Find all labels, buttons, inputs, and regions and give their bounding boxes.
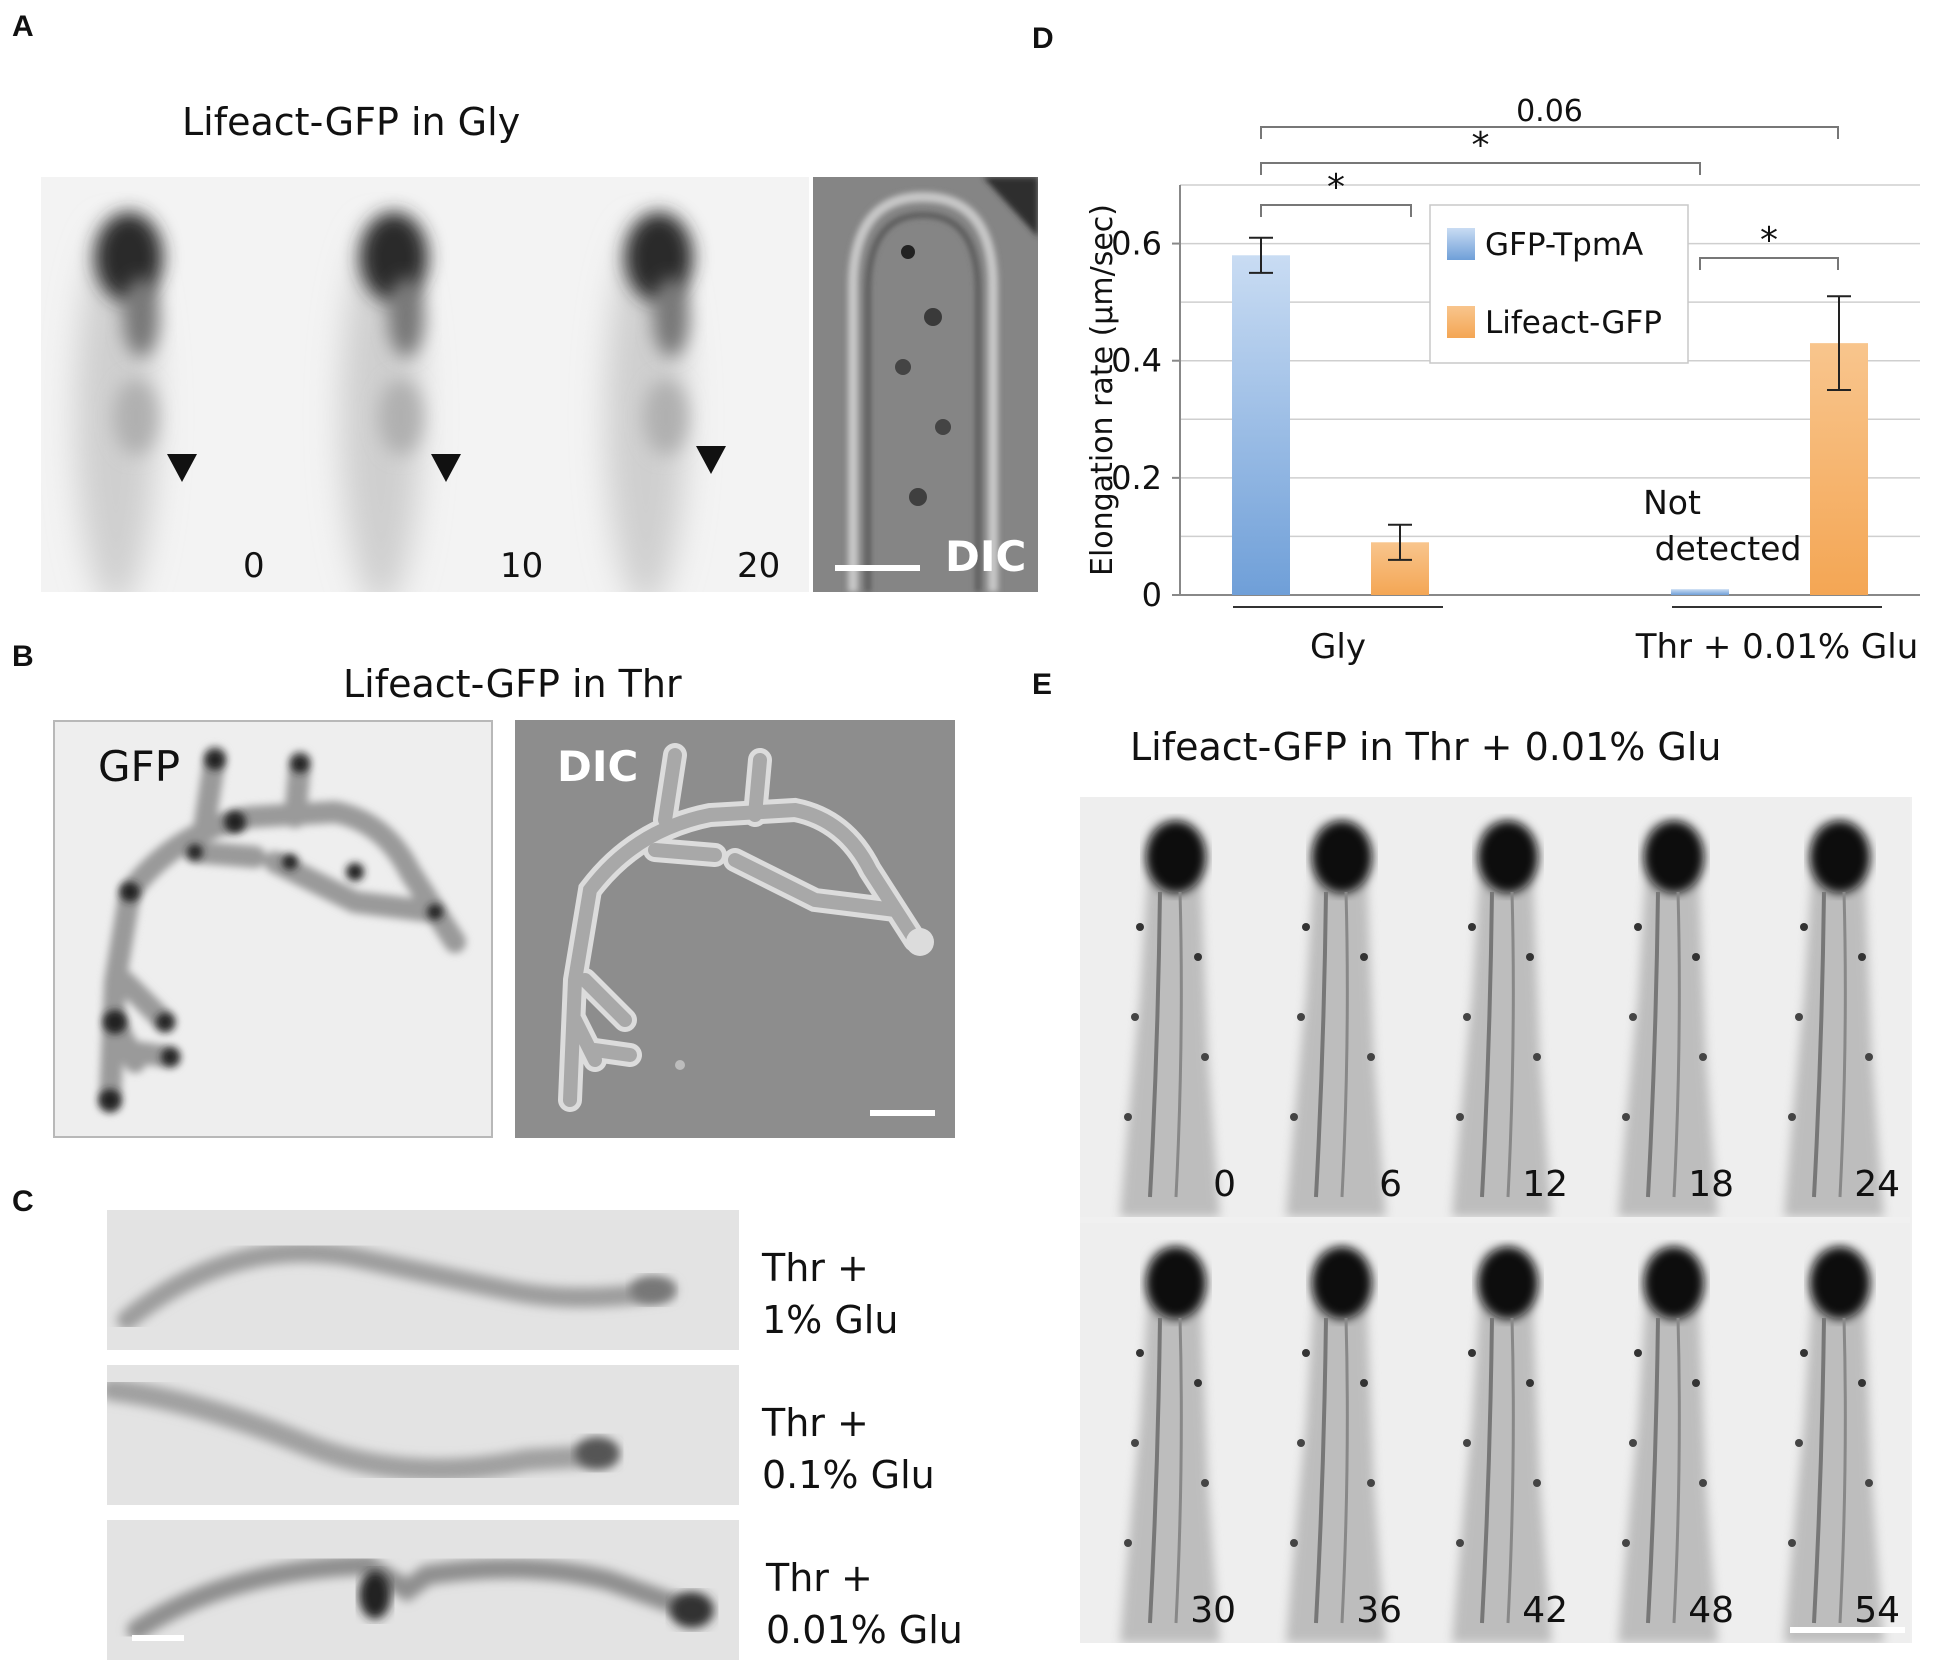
panel-label-d: D	[1032, 22, 1054, 55]
timelapse-frame-label: 36	[1356, 1590, 1402, 1631]
significance-bracket-label: *	[1760, 220, 1778, 261]
y-tick-label: 0	[1142, 576, 1162, 614]
significance-bracket	[1699, 257, 1839, 270]
not-detected-label: Not	[1643, 483, 1701, 522]
timelapse-frame: 12	[1412, 797, 1578, 1217]
x-tick-label: Thr + 0.01% Glu	[1635, 627, 1919, 667]
significance-bracket-label: 0.06	[1516, 94, 1583, 129]
panel-a-title: Lifeact-GFP in Gly	[182, 100, 521, 144]
legend-swatch	[1447, 228, 1475, 260]
panel-label-b: B	[12, 640, 34, 673]
significance-bracket-label: *	[1327, 167, 1345, 208]
panel-c-image-1	[107, 1210, 739, 1350]
panel-b-gfp-label: GFP	[98, 742, 181, 791]
condition-line: Thr +	[762, 1246, 869, 1290]
panel-c-condition-1: Thr + 1% Glu	[762, 1242, 898, 1346]
panel-e-timelapse-grid: 0 6 12	[1080, 797, 1912, 1643]
timelapse-frame: 36	[1246, 1223, 1412, 1643]
timelapse-frame-label: 24	[1854, 1164, 1900, 1205]
significance-bracket	[1260, 162, 1701, 175]
timelapse-frame-label: 6	[1379, 1164, 1402, 1205]
elongation-rate-chart: 0 0.2 0.4 0.6 Gly Thr + 0.01% Glu * * * 0.06 GFP…	[1085, 94, 1920, 667]
scale-bar	[835, 565, 920, 571]
panel-b-dic-image	[515, 720, 955, 1138]
timelapse-frame: 18	[1578, 797, 1744, 1217]
timelapse-frame: 6	[1246, 797, 1412, 1217]
y-tick-label: 0.6	[1111, 225, 1162, 263]
panel-a-frame-0: 0	[243, 546, 265, 586]
significance-bracket	[1260, 126, 1839, 139]
arrowhead-marker-1	[167, 454, 197, 482]
panel-a-fluorescence-image	[41, 177, 809, 592]
y-tick-label: 0.4	[1111, 342, 1162, 380]
legend-label: GFP-TpmA	[1485, 227, 1643, 263]
panel-a-frame-20: 20	[737, 546, 781, 586]
timelapse-frame: 54	[1744, 1223, 1910, 1643]
panel-e-title: Lifeact-GFP in Thr + 0.01% Glu	[1130, 725, 1722, 769]
condition-line: 0.01% Glu	[766, 1608, 963, 1652]
timelapse-frame-label: 30	[1190, 1590, 1236, 1631]
timelapse-frame: 24	[1744, 797, 1910, 1217]
timelapse-frame-label: 42	[1522, 1590, 1568, 1631]
panel-b-title: Lifeact-GFP in Thr	[343, 662, 682, 706]
timelapse-frame-label: 12	[1522, 1164, 1568, 1205]
timelapse-frame: 48	[1578, 1223, 1744, 1643]
scale-bar	[1790, 1627, 1905, 1633]
bar	[1232, 255, 1290, 596]
condition-line: Thr +	[766, 1556, 873, 1600]
legend-swatch	[1447, 306, 1475, 338]
scale-bar	[132, 1635, 184, 1641]
condition-line: Thr +	[762, 1401, 869, 1445]
scale-bar	[870, 1110, 935, 1116]
legend-label: Lifeact-GFP	[1485, 305, 1662, 341]
panel-b-gfp-image	[53, 720, 493, 1138]
not-detected-label: detected	[1655, 529, 1802, 568]
panel-a-dic-image	[813, 177, 1038, 592]
panel-c-condition-3: Thr + 0.01% Glu	[766, 1552, 963, 1656]
significance-bracket-label: *	[1472, 125, 1490, 166]
timelapse-frame-label: 18	[1688, 1164, 1734, 1205]
panel-c-condition-2: Thr + 0.1% Glu	[762, 1397, 935, 1501]
arrowhead-marker-2	[431, 454, 461, 482]
timelapse-frame-label: 48	[1688, 1590, 1734, 1631]
significance-bracket	[1260, 204, 1412, 217]
panel-a-dic-label: DIC	[945, 532, 1027, 581]
arrowhead-marker-3	[696, 446, 726, 474]
panel-a-frame-10: 10	[500, 546, 544, 586]
condition-line: 0.1% Glu	[762, 1453, 935, 1497]
bar	[1671, 589, 1729, 595]
timelapse-frame-label: 54	[1854, 1590, 1900, 1631]
panel-c-image-3	[107, 1520, 739, 1660]
timelapse-frame-label: 0	[1213, 1164, 1236, 1205]
condition-line: 1% Glu	[762, 1298, 899, 1342]
panel-label-e: E	[1032, 668, 1053, 701]
timelapse-frame: 42	[1412, 1223, 1578, 1643]
timelapse-frame: 0	[1080, 797, 1246, 1217]
panel-label-a: A	[12, 10, 34, 43]
y-tick-label: 0.2	[1111, 459, 1162, 497]
panel-label-c: C	[12, 1185, 34, 1218]
panel-b-dic-label: DIC	[557, 742, 639, 791]
x-tick-label: Gly	[1310, 627, 1366, 667]
y-axis-label: Elongation rate (µm/sec)	[1085, 204, 1120, 576]
panel-c-image-2	[107, 1365, 739, 1505]
timelapse-frame: 30	[1080, 1223, 1246, 1643]
